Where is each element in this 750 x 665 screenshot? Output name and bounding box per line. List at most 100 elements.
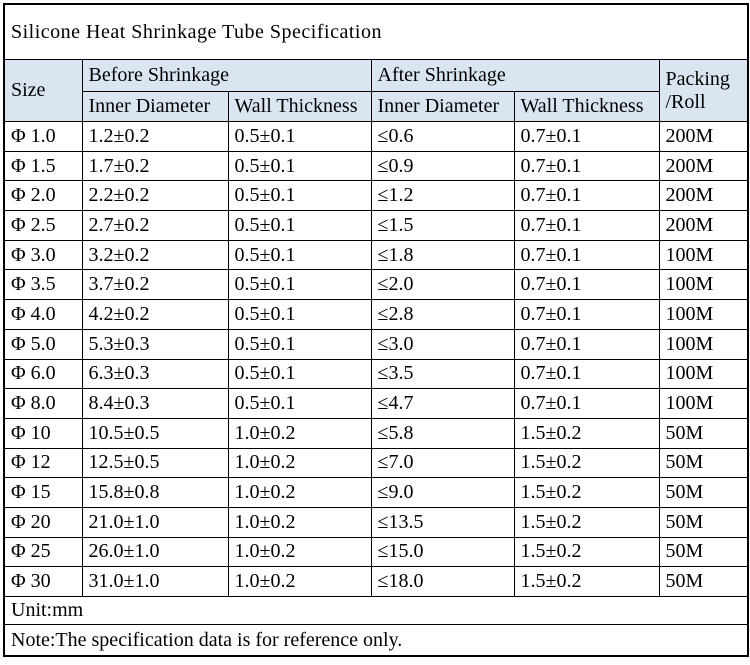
header-size: Size [3, 59, 83, 122]
packing-cell: 100M [658, 239, 749, 271]
packing-cell: 50M [658, 447, 749, 479]
after-inner-diameter-cell: ≤0.9 [370, 150, 515, 182]
before-inner-diameter-cell: 3.2±0.2 [81, 239, 229, 271]
before-inner-diameter-cell: 12.5±0.5 [81, 447, 229, 479]
table-row: Φ 1.5 1.7±0.2 0.5±0.1 ≤0.9 0.7±0.1 200M [3, 150, 749, 182]
header-wall-thickness-after: Wall Thickness [513, 91, 660, 122]
before-inner-diameter-cell: 2.2±0.2 [81, 180, 229, 212]
after-wall-thickness-cell: 0.7±0.1 [513, 121, 660, 152]
before-inner-diameter-cell: 26.0±1.0 [81, 536, 229, 568]
before-wall-thickness-cell: 0.5±0.1 [227, 388, 372, 419]
after-inner-diameter-cell: ≤13.5 [370, 506, 515, 538]
header-group-row: Size Before Shrinkage After Shrinkage Pa… [3, 59, 749, 122]
after-wall-thickness-cell: 1.5±0.2 [513, 477, 660, 508]
after-inner-diameter-cell: ≤9.0 [370, 477, 515, 508]
before-wall-thickness-cell: 0.5±0.1 [227, 150, 372, 182]
after-inner-diameter-cell: ≤3.0 [370, 328, 515, 360]
after-wall-thickness-cell: 0.7±0.1 [513, 180, 660, 212]
after-inner-diameter-cell: ≤15.0 [370, 536, 515, 568]
packing-cell: 200M [658, 180, 749, 212]
before-inner-diameter-cell: 6.3±0.3 [81, 358, 229, 390]
before-inner-diameter-cell: 3.7±0.2 [81, 269, 229, 301]
after-inner-diameter-cell: ≤1.5 [370, 210, 515, 241]
before-inner-diameter-cell: 10.5±0.5 [81, 417, 229, 449]
packing-cell: 100M [658, 328, 749, 360]
size-cell: Φ 12 [3, 447, 83, 479]
table-row: Φ 12 12.5±0.5 1.0±0.2 ≤7.0 1.5±0.2 50M [3, 447, 749, 479]
size-cell: Φ 2.5 [3, 210, 83, 241]
after-inner-diameter-cell: ≤18.0 [370, 566, 515, 597]
spec-table-body: Φ 1.0 1.2±0.2 0.5±0.1 ≤0.6 0.7±0.1 200M … [3, 121, 749, 597]
size-cell: Φ 2.0 [3, 180, 83, 212]
after-wall-thickness-cell: 1.5±0.2 [513, 417, 660, 449]
after-wall-thickness-cell: 1.5±0.2 [513, 566, 660, 597]
before-wall-thickness-cell: 1.0±0.2 [227, 566, 372, 597]
after-inner-diameter-cell: ≤1.8 [370, 239, 515, 271]
table-row: Φ 3.0 3.2±0.2 0.5±0.1 ≤1.8 0.7±0.1 100M [3, 239, 749, 271]
before-inner-diameter-cell: 31.0±1.0 [81, 566, 229, 597]
spec-table-foot: Unit:mm Note:The specification data is f… [3, 596, 749, 657]
table-row: Φ 5.0 5.3±0.3 0.5±0.1 ≤3.0 0.7±0.1 100M [3, 328, 749, 360]
before-inner-diameter-cell: 1.2±0.2 [81, 121, 229, 152]
after-wall-thickness-cell: 0.7±0.1 [513, 210, 660, 241]
before-inner-diameter-cell: 8.4±0.3 [81, 388, 229, 419]
before-inner-diameter-cell: 1.7±0.2 [81, 150, 229, 182]
packing-cell: 50M [658, 477, 749, 508]
table-row: Φ 10 10.5±0.5 1.0±0.2 ≤5.8 1.5±0.2 50M [3, 417, 749, 449]
packing-cell: 50M [658, 506, 749, 538]
size-cell: Φ 3.5 [3, 269, 83, 301]
before-wall-thickness-cell: 1.0±0.2 [227, 506, 372, 538]
size-cell: Φ 6.0 [3, 358, 83, 390]
table-row: Φ 20 21.0±1.0 1.0±0.2 ≤13.5 1.5±0.2 50M [3, 506, 749, 538]
before-wall-thickness-cell: 0.5±0.1 [227, 239, 372, 271]
after-inner-diameter-cell: ≤2.0 [370, 269, 515, 301]
table-row: Φ 4.0 4.2±0.2 0.5±0.1 ≤2.8 0.7±0.1 100M [3, 299, 749, 330]
spec-table: Silicone Heat Shrinkage Tube Specificati… [3, 3, 750, 657]
page-title: Silicone Heat Shrinkage Tube Specificati… [3, 3, 749, 60]
before-inner-diameter-cell: 21.0±1.0 [81, 506, 229, 538]
after-wall-thickness-cell: 1.5±0.2 [513, 536, 660, 568]
after-wall-thickness-cell: 1.5±0.2 [513, 447, 660, 479]
after-inner-diameter-cell: ≤3.5 [370, 358, 515, 390]
before-wall-thickness-cell: 0.5±0.1 [227, 210, 372, 241]
table-row: Φ 8.0 8.4±0.3 0.5±0.1 ≤4.7 0.7±0.1 100M [3, 388, 749, 419]
size-cell: Φ 5.0 [3, 328, 83, 360]
before-inner-diameter-cell: 15.8±0.8 [81, 477, 229, 508]
before-wall-thickness-cell: 0.5±0.1 [227, 328, 372, 360]
after-inner-diameter-cell: ≤4.7 [370, 388, 515, 419]
before-wall-thickness-cell: 0.5±0.1 [227, 121, 372, 152]
packing-cell: 200M [658, 150, 749, 182]
size-cell: Φ 8.0 [3, 388, 83, 419]
size-cell: Φ 10 [3, 417, 83, 449]
size-cell: Φ 15 [3, 477, 83, 508]
header-packing-line1: Packing [665, 67, 730, 90]
spec-table-head: Silicone Heat Shrinkage Tube Specificati… [3, 3, 749, 122]
packing-cell: 100M [658, 358, 749, 390]
before-wall-thickness-cell: 0.5±0.1 [227, 299, 372, 330]
before-wall-thickness-cell: 1.0±0.2 [227, 477, 372, 508]
packing-cell: 200M [658, 121, 749, 152]
after-inner-diameter-cell: ≤5.8 [370, 417, 515, 449]
note-row: Note:The specification data is for refer… [3, 624, 749, 657]
after-wall-thickness-cell: 0.7±0.1 [513, 388, 660, 419]
after-inner-diameter-cell: ≤0.6 [370, 121, 515, 152]
header-packing-line2: /Roll [665, 90, 706, 113]
after-wall-thickness-cell: 1.5±0.2 [513, 506, 660, 538]
size-cell: Φ 30 [3, 566, 83, 597]
before-wall-thickness-cell: 0.5±0.1 [227, 358, 372, 390]
before-wall-thickness-cell: 1.0±0.2 [227, 447, 372, 479]
after-inner-diameter-cell: ≤7.0 [370, 447, 515, 479]
title-row: Silicone Heat Shrinkage Tube Specificati… [3, 3, 749, 60]
size-cell: Φ 20 [3, 506, 83, 538]
after-wall-thickness-cell: 0.7±0.1 [513, 328, 660, 360]
header-after-shrinkage: After Shrinkage [370, 59, 660, 92]
after-wall-thickness-cell: 0.7±0.1 [513, 269, 660, 301]
table-row: Φ 6.0 6.3±0.3 0.5±0.1 ≤3.5 0.7±0.1 100M [3, 358, 749, 390]
header-inner-diameter-after: Inner Diameter [370, 91, 515, 122]
packing-cell: 100M [658, 388, 749, 419]
before-wall-thickness-cell: 0.5±0.1 [227, 269, 372, 301]
after-inner-diameter-cell: ≤2.8 [370, 299, 515, 330]
table-row: Φ 3.5 3.7±0.2 0.5±0.1 ≤2.0 0.7±0.1 100M [3, 269, 749, 301]
header-sub-row: Inner Diameter Wall Thickness Inner Diam… [4, 91, 748, 122]
